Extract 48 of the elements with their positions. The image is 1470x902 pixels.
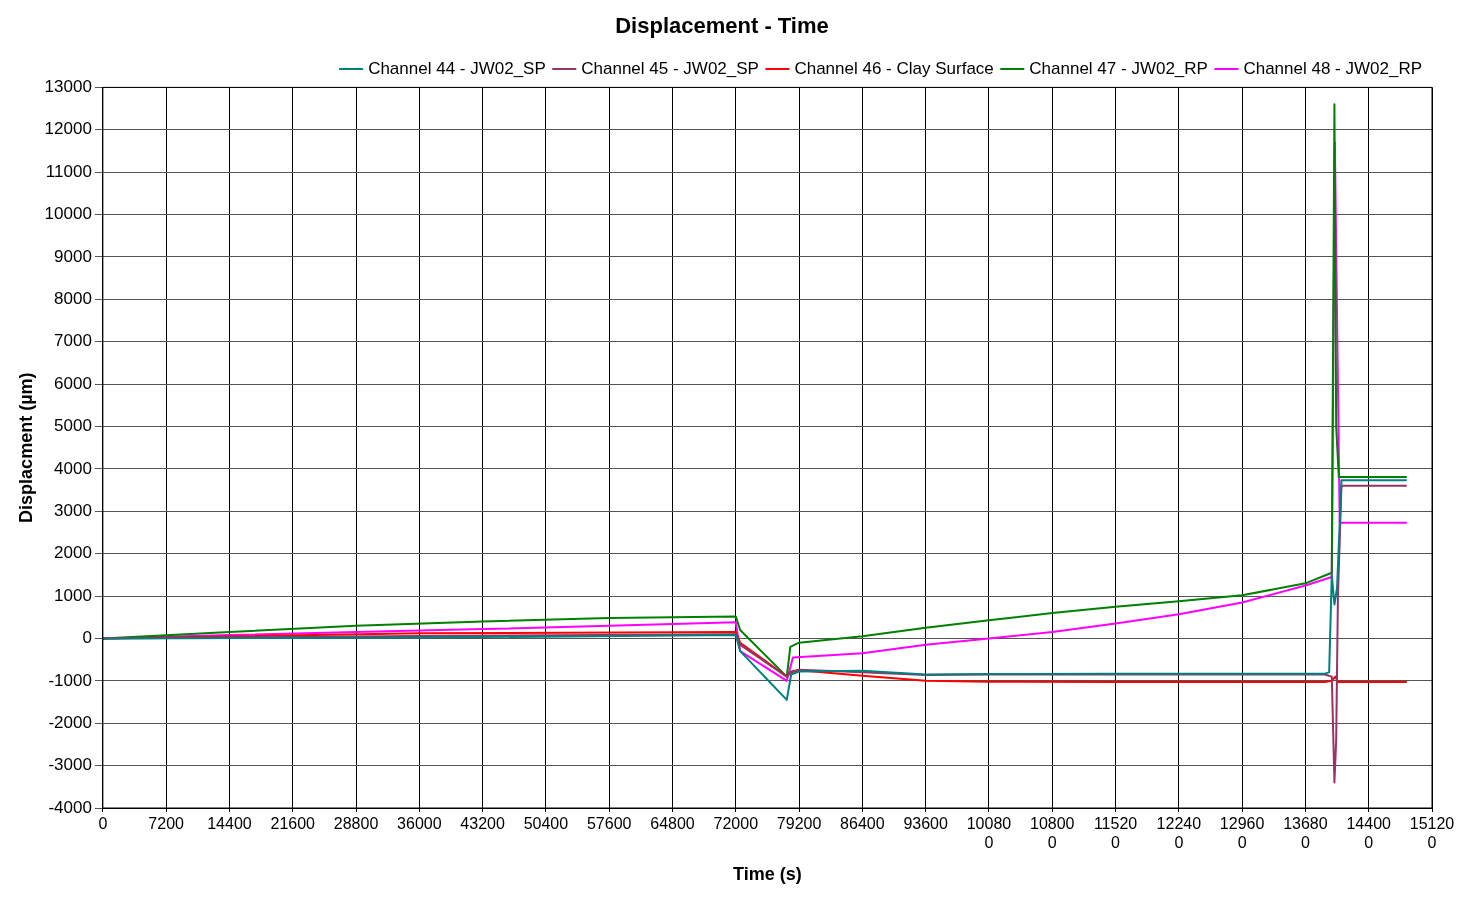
x-tick-label: 12960 0 bbox=[1219, 815, 1265, 852]
y-tick-label: 4000 bbox=[54, 458, 92, 478]
y-tick-label: 8000 bbox=[54, 289, 92, 309]
x-tick-label: 93600 bbox=[903, 815, 949, 833]
x-tick-label: 86400 bbox=[840, 815, 885, 833]
y-tick-label: 5000 bbox=[54, 416, 92, 436]
x-tick-label: 14400 0 bbox=[1346, 815, 1392, 852]
y-tick-label: -3000 bbox=[48, 755, 92, 775]
x-tick-label: 10080 0 bbox=[966, 815, 1012, 852]
x-tick-label: 57600 bbox=[586, 815, 632, 833]
legend-label: Channel 48 - JW02_RP bbox=[1243, 58, 1422, 78]
y-tick-label: 13000 bbox=[44, 77, 92, 97]
y-tick-label: 1000 bbox=[54, 585, 92, 605]
y-tick-label: -1000 bbox=[48, 670, 92, 690]
y-tick-label: 0 bbox=[82, 628, 92, 648]
chart-title: Displacement - Time bbox=[615, 13, 829, 39]
x-tick-label: 72000 bbox=[713, 815, 759, 833]
x-tick-label: 21600 bbox=[270, 815, 316, 833]
y-tick-label: 6000 bbox=[54, 373, 92, 393]
x-tick-label: 11520 0 bbox=[1093, 815, 1138, 852]
x-tick-label: 50400 bbox=[523, 815, 569, 833]
y-tick-label: 12000 bbox=[44, 119, 92, 139]
x-tick-label: 14400 bbox=[207, 815, 252, 833]
x-tick-label: 28800 bbox=[333, 815, 379, 833]
x-tick-label: 13680 0 bbox=[1283, 815, 1328, 852]
x-tick-label: 43200 bbox=[460, 815, 505, 833]
x-tick-label: 0 bbox=[98, 815, 108, 833]
legend-label: Channel 44 - JW02_SP bbox=[368, 58, 546, 78]
y-tick-label: 11000 bbox=[45, 161, 92, 181]
x-tick-label: 7200 bbox=[148, 815, 185, 833]
x-tick-label: 36000 bbox=[397, 815, 442, 833]
legend-label: Channel 47 - JW02_RP bbox=[1029, 58, 1208, 78]
y-tick-label: -2000 bbox=[48, 712, 92, 732]
y-tick-label: 10000 bbox=[44, 204, 92, 224]
y-axis-title: Displacment (µm) bbox=[15, 372, 36, 523]
x-tick-label: 15120 0 bbox=[1409, 815, 1455, 852]
y-tick-label: 7000 bbox=[54, 331, 92, 351]
y-tick-label: 3000 bbox=[54, 500, 92, 520]
y-tick-label: 9000 bbox=[54, 246, 92, 266]
x-tick-label: 12240 0 bbox=[1156, 815, 1202, 852]
legend-label: Channel 45 - JW02_SP bbox=[581, 58, 759, 78]
x-tick-label: 10800 0 bbox=[1030, 815, 1075, 852]
x-axis-title: Time (s) bbox=[733, 864, 802, 885]
y-tick-label: 2000 bbox=[54, 543, 92, 563]
x-tick-label: 79200 bbox=[776, 815, 822, 833]
x-tick-label: 64800 bbox=[650, 815, 695, 833]
y-tick-label: -4000 bbox=[48, 797, 92, 817]
legend-label: Channel 46 - Clay Surface bbox=[794, 58, 994, 78]
